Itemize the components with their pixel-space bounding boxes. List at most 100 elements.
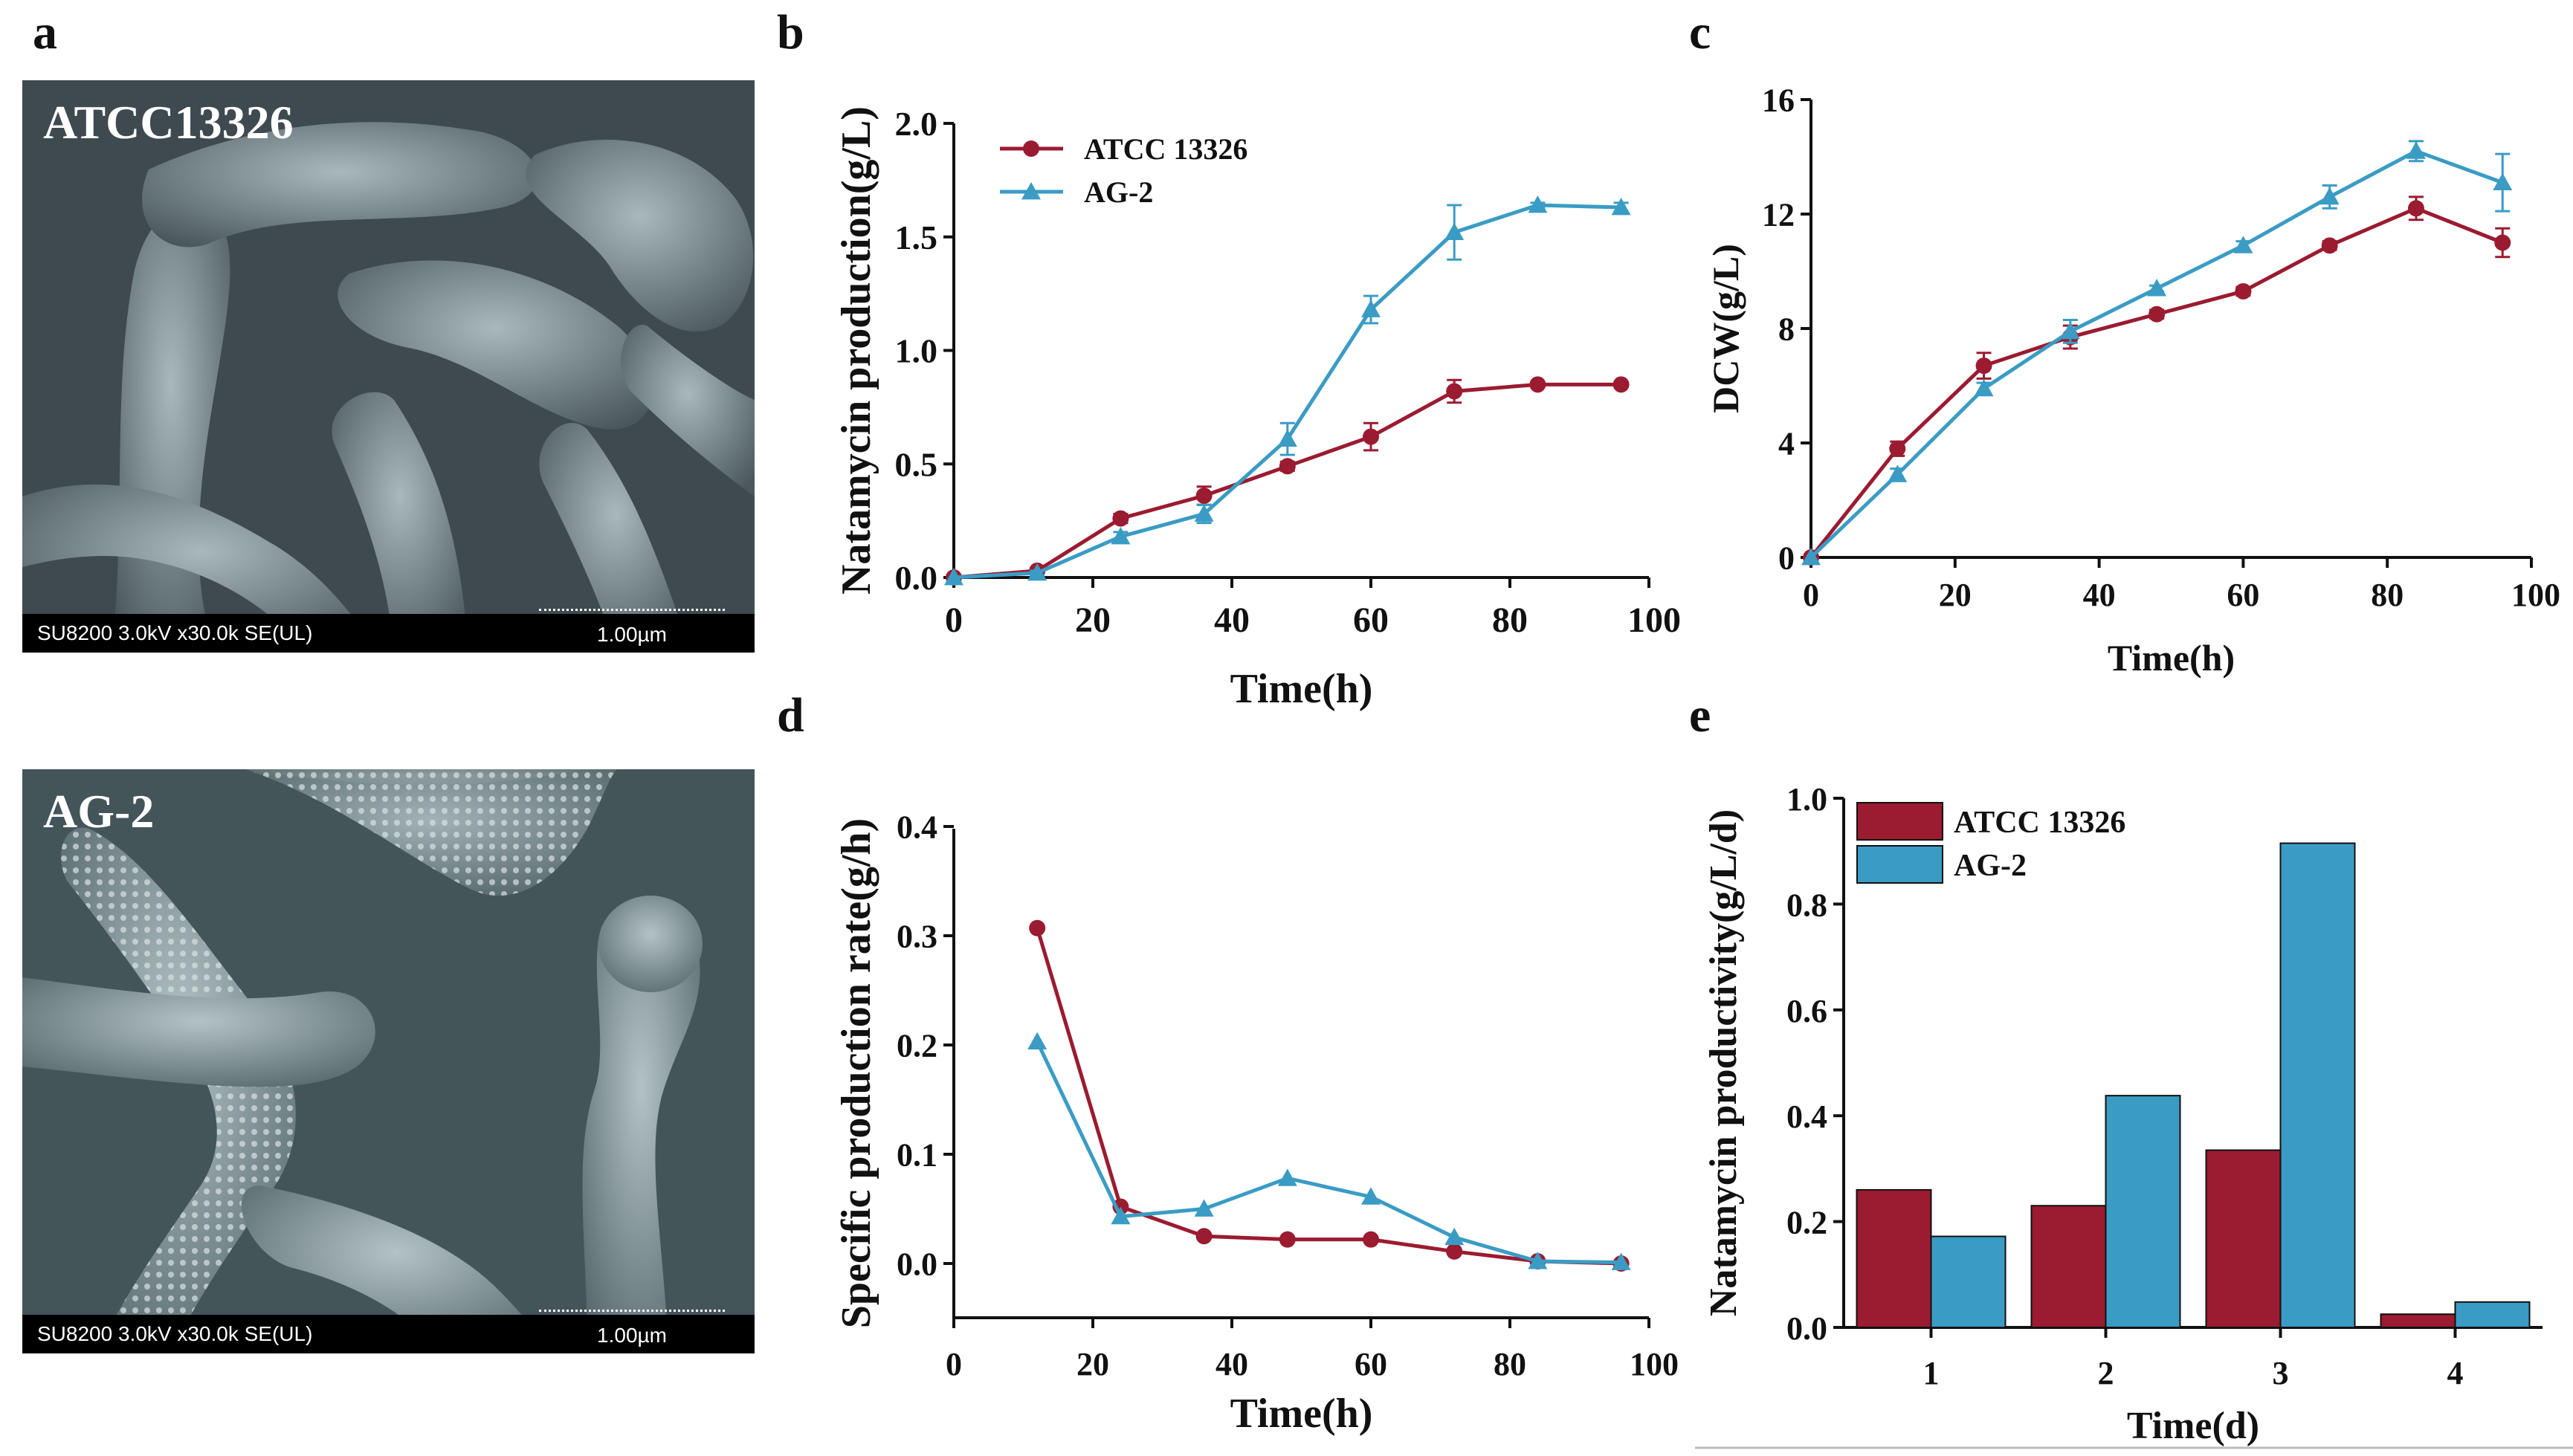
data-point (1111, 1206, 1131, 1225)
x-tick-label: 40 (1214, 601, 1250, 640)
x-tick-label: 60 (1353, 601, 1389, 640)
legend-marker (1023, 140, 1039, 157)
sem-scale-bar: 1.00µm (539, 609, 725, 647)
data-point (1446, 1243, 1463, 1260)
x-tick-label: 0 (945, 601, 963, 640)
data-point (2147, 279, 2167, 297)
x-tick-label: 1 (1923, 1355, 1940, 1391)
x-tick-label: 0 (1803, 577, 1819, 613)
data-point (1195, 488, 1213, 505)
data-point (1446, 383, 1463, 400)
panel-label-c: c (1689, 5, 1711, 59)
chart-b: 0.0 0.5 1.0 1.5 2.0 0 20 40 60 80 100 Time(h) Natamy… (833, 105, 1681, 712)
x-tick-label: 100 (1627, 601, 1681, 640)
bar (1856, 1188, 1932, 1328)
data-point (1889, 440, 1906, 457)
x-tick-label: 100 (2511, 577, 2560, 613)
x-tick-label: 40 (2083, 577, 2116, 613)
y-tick-label: 1.0 (895, 332, 938, 370)
series-ag-2 (944, 195, 1631, 586)
data-point (1361, 300, 1381, 317)
series-line (1810, 206, 2504, 559)
data-point (1277, 429, 1297, 447)
panel-label-d: d (777, 688, 804, 742)
x-tick-label: 20 (1939, 577, 1972, 613)
sem-info-bar: SU8200 3.0kV x30.0k SE(UL) 1.00µm (22, 609, 755, 653)
y-axis-label: DCW(g/L) (1705, 244, 1746, 413)
data-point (1611, 1252, 1631, 1270)
legend-swatch (1856, 845, 1943, 884)
series-ag-2 (1027, 1032, 1631, 1270)
data-point (1277, 1168, 1297, 1186)
series-ag-2 (1801, 140, 2513, 566)
data-point (2321, 237, 2338, 254)
data-point (1363, 428, 1379, 445)
x-tick-label: 100 (1630, 1346, 1679, 1382)
x-tick-label: 3 (2273, 1355, 2289, 1391)
data-point (1194, 1199, 1214, 1217)
data-point (2494, 234, 2511, 251)
panel-label-b: b (777, 5, 804, 59)
chart-e: 0.0 0.2 0.4 0.6 0.8 1.0 1 2 3 4 Time(d) Natamycin p… (1695, 781, 2573, 1449)
sem-micrograph-illustration (22, 80, 755, 653)
bar (2030, 1205, 2107, 1328)
y-tick-label: 0.0 (895, 559, 938, 597)
y-tick-label: 16 (1762, 82, 1795, 118)
sem-image-ag2: AG-2 SU8200 3.0kV x30.0k SE(UL) 1.00µm (22, 769, 755, 1353)
sem-scale-label: 1.00µm (597, 623, 667, 646)
x-tick-label: 60 (1355, 1346, 1387, 1382)
data-point (2060, 321, 2080, 340)
sem-scale-label: 1.00µm (597, 1324, 667, 1347)
x-tick-label: 60 (2227, 577, 2259, 613)
data-point (1112, 510, 1129, 527)
data-point (944, 568, 963, 586)
legend-label: AG-2 (1954, 849, 2027, 883)
x-tick-label: 0 (946, 1346, 962, 1382)
data-point (2406, 141, 2426, 159)
legend-swatch (1856, 802, 1943, 841)
chart-c: 0 4 8 12 16 0 20 40 60 80 100 Time(h) DCW(g/L) (1705, 82, 2560, 679)
series-line (1035, 1041, 1621, 1265)
y-tick-label: 2.0 (895, 105, 938, 143)
x-tick-label: 80 (2371, 577, 2403, 613)
sem-instrument-info: SU8200 3.0kV x30.0k SE(UL) (37, 621, 313, 644)
series-line (1810, 149, 2504, 559)
data-point (1279, 458, 1296, 475)
x-tick-label: 20 (1076, 1346, 1109, 1382)
data-point (1027, 563, 1047, 581)
x-axis-label: Time(h) (2108, 637, 2235, 679)
legend-label: AG-2 (1084, 175, 1153, 209)
y-tick-label: 0.2 (897, 1027, 937, 1064)
panel-label-a: a (33, 5, 57, 59)
y-tick-label: 0.0 (1786, 1310, 1827, 1347)
data-point (1361, 1187, 1381, 1205)
series-line (953, 203, 1621, 580)
data-point (1195, 1228, 1213, 1245)
x-tick-label: 80 (1492, 601, 1528, 640)
y-axis-label: Specific production rate(g/h) (833, 818, 879, 1328)
series-atcc-13326 (1029, 919, 1630, 1272)
y-tick-label: 0 (1778, 540, 1795, 576)
x-tick-label: 4 (2447, 1355, 2464, 1391)
data-point (1194, 504, 1214, 522)
series-atcc-13326 (946, 376, 1630, 586)
data-point (1888, 465, 1908, 482)
y-tick-label: 4 (1778, 425, 1795, 462)
bar (2454, 1301, 2531, 1328)
x-axis-label: Time(d) (2127, 1405, 2259, 1447)
x-tick-label: 2 (2098, 1355, 2114, 1391)
y-axis-label: Natamycin productivity(g/L/d) (1702, 809, 1745, 1316)
y-tick-label: 0.3 (897, 918, 937, 954)
data-point (1363, 1231, 1379, 1248)
sem-image-atcc13326: ATCC13326 SU8200 3.0kV x30.0k SE(UL) 1.0… (22, 80, 755, 653)
data-point (1611, 198, 1631, 216)
legend: ATCC 13326 AG-2 (1856, 802, 2125, 884)
legend-marker (1021, 182, 1041, 200)
data-point (1029, 919, 1046, 936)
data-point (1974, 378, 1994, 397)
y-tick-label: 0.4 (1786, 1099, 1827, 1135)
y-tick-label: 0.8 (1786, 887, 1827, 923)
data-point (2407, 200, 2424, 217)
bar (1930, 1235, 2007, 1329)
